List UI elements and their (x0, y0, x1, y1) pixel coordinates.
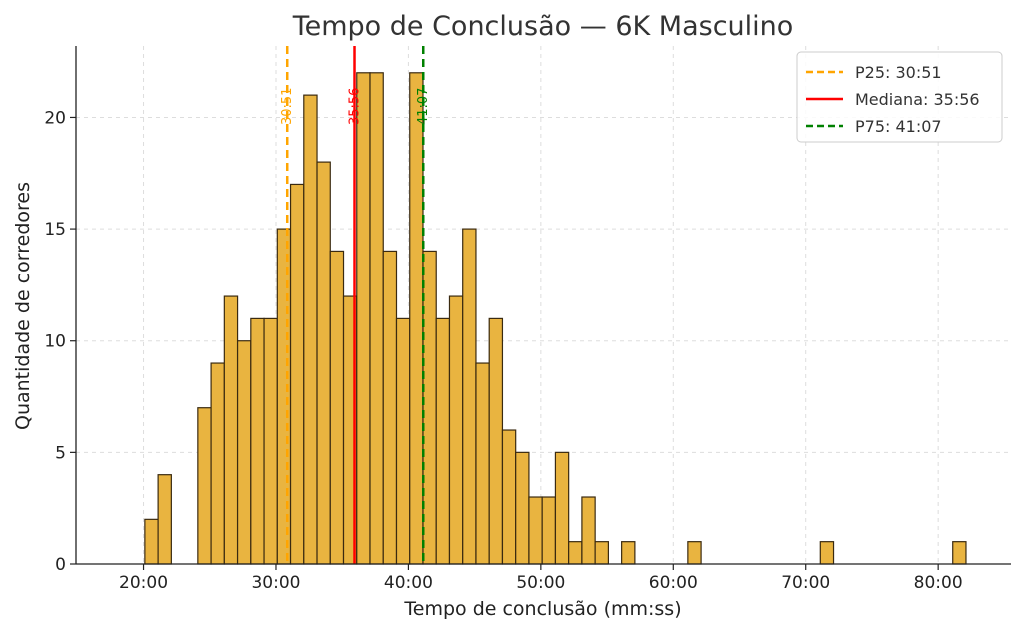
y-tick-label: 15 (44, 220, 66, 240)
histogram-bar (952, 541, 967, 565)
histogram-bar (621, 541, 636, 565)
histogram-bar (210, 362, 225, 565)
histogram-bar (276, 228, 292, 565)
y-axis-label: Quantidade de corredores (12, 182, 34, 430)
x-tick-label: 20:00 (119, 573, 168, 593)
histogram-bar (197, 407, 212, 565)
reference-lines: 30:51 35:56 41:07 (280, 46, 431, 564)
p75-line-label: 41:07 (416, 88, 431, 125)
x-tick-label: 50:00 (516, 573, 565, 593)
histogram-bar (422, 250, 437, 565)
histogram-bar (223, 295, 239, 565)
histogram-bar (157, 474, 172, 565)
histogram-bar (382, 250, 398, 565)
x-tick-label: 40:00 (384, 573, 433, 593)
x-axis-label: Tempo de conclusão (mm:ss) (403, 598, 681, 620)
median-line-label: 35:56 (348, 88, 363, 125)
x-tick-label: 70:00 (781, 573, 830, 593)
histogram-bar (462, 228, 477, 565)
y-axis-ticks: 0 5 10 15 20 (44, 108, 76, 575)
legend-p25-label: P25: 30:51 (855, 63, 942, 82)
x-tick-label: 60:00 (649, 573, 698, 593)
histogram-bar (303, 94, 318, 565)
y-tick-label: 10 (44, 332, 66, 352)
histogram-bar (488, 317, 504, 565)
histogram-bar (316, 161, 331, 565)
histogram-bars (144, 72, 967, 565)
histogram-bar (554, 451, 570, 565)
histogram-bar (289, 183, 305, 565)
legend-box (796, 51, 1003, 143)
histogram-bar (515, 451, 530, 565)
histogram-bar (448, 295, 464, 565)
histogram-bar (329, 250, 345, 565)
histogram-bar (528, 496, 543, 565)
histogram-bar (501, 429, 517, 565)
axes (75, 46, 1011, 565)
histogram-bar (409, 72, 424, 565)
histogram-bar (594, 541, 609, 565)
histogram-bar (144, 518, 159, 565)
histogram-bar (356, 72, 371, 565)
histogram-bar (435, 317, 451, 565)
y-tick-label: 0 (55, 555, 66, 575)
histogram-bar (541, 496, 557, 565)
histogram-bar (263, 317, 278, 565)
histogram-bar (819, 541, 835, 565)
histogram-bar (568, 541, 583, 565)
p25-line-label: 30:51 (280, 88, 295, 125)
histogram-bar (687, 541, 702, 565)
legend-median-label: Mediana: 35:56 (855, 90, 980, 109)
y-tick-label: 20 (44, 108, 66, 128)
histogram-bar (581, 496, 596, 565)
x-tick-label: 30:00 (251, 573, 300, 593)
histogram-bar (250, 317, 265, 565)
y-tick-label: 5 (55, 443, 66, 463)
histogram-bar (395, 317, 411, 565)
x-tick-label: 80:00 (914, 573, 963, 593)
histogram-bar (369, 72, 384, 565)
histogram-bar (475, 362, 490, 565)
histogram-bar (236, 340, 252, 565)
x-axis-ticks: 20:00 30:00 40:00 50:00 60:00 70:00 80:00 (119, 564, 963, 593)
legend: P25: 30:51 Mediana: 35:56 P75: 41:07 (796, 51, 1003, 143)
chart-title: Tempo de Conclusão — 6K Masculino (292, 11, 794, 42)
legend-p75-label: P75: 41:07 (855, 117, 942, 136)
